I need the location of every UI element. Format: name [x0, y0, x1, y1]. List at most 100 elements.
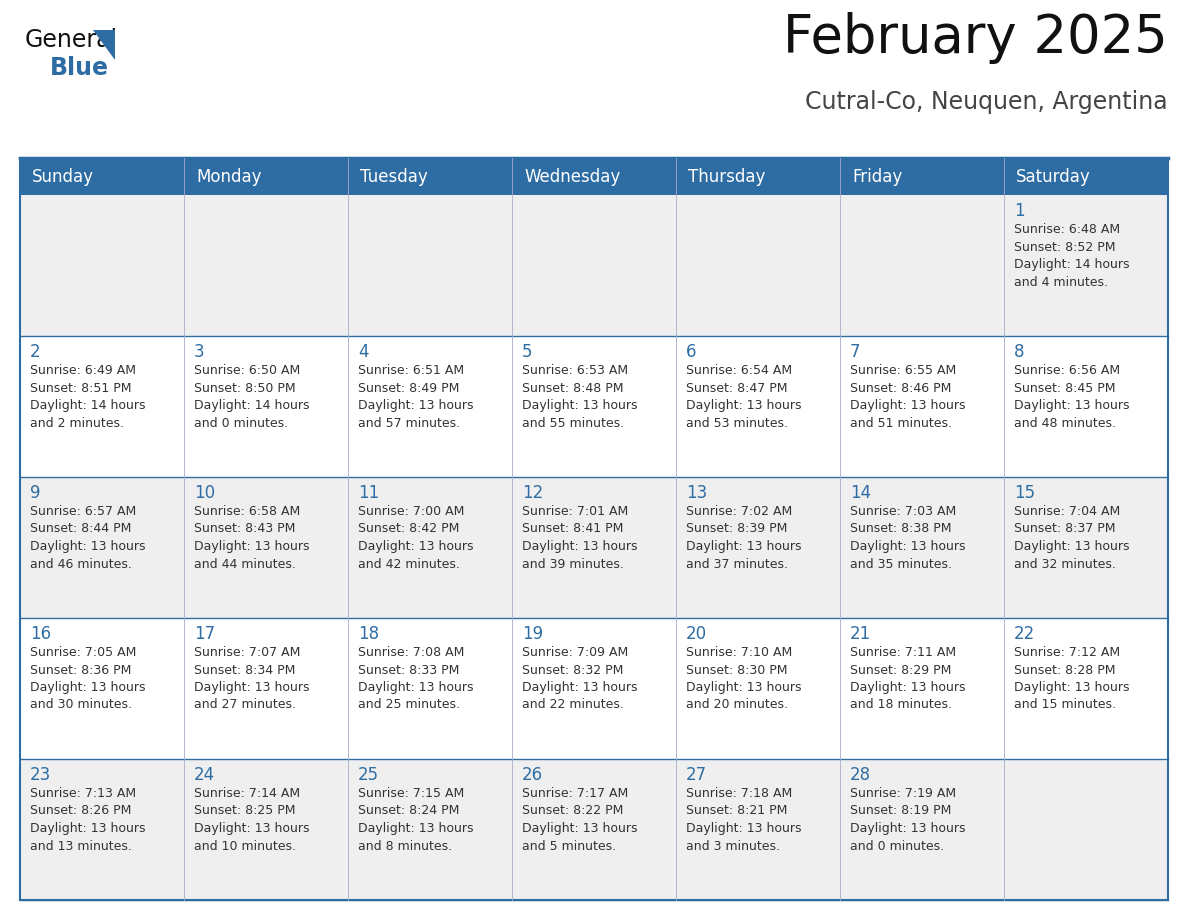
- Bar: [676, 195, 840, 336]
- Text: Sunrise: 7:14 AM
Sunset: 8:25 PM
Daylight: 13 hours
and 10 minutes.: Sunrise: 7:14 AM Sunset: 8:25 PM Dayligh…: [194, 787, 310, 853]
- Bar: [676, 158, 840, 195]
- Text: 20: 20: [685, 625, 707, 643]
- Text: Sunrise: 7:08 AM
Sunset: 8:33 PM
Daylight: 13 hours
and 25 minutes.: Sunrise: 7:08 AM Sunset: 8:33 PM Dayligh…: [358, 646, 474, 711]
- Text: Sunrise: 7:15 AM
Sunset: 8:24 PM
Daylight: 13 hours
and 8 minutes.: Sunrise: 7:15 AM Sunset: 8:24 PM Dayligh…: [358, 787, 474, 853]
- Text: 26: 26: [522, 766, 543, 784]
- Text: 1: 1: [1015, 202, 1024, 220]
- Text: Sunrise: 7:10 AM
Sunset: 8:30 PM
Daylight: 13 hours
and 20 minutes.: Sunrise: 7:10 AM Sunset: 8:30 PM Dayligh…: [685, 646, 802, 711]
- Bar: [840, 618, 1004, 759]
- Text: Sunrise: 7:02 AM
Sunset: 8:39 PM
Daylight: 13 hours
and 37 minutes.: Sunrise: 7:02 AM Sunset: 8:39 PM Dayligh…: [685, 505, 802, 570]
- Bar: [184, 195, 348, 336]
- Bar: [20, 158, 184, 195]
- Text: Sunrise: 7:04 AM
Sunset: 8:37 PM
Daylight: 13 hours
and 32 minutes.: Sunrise: 7:04 AM Sunset: 8:37 PM Dayligh…: [1015, 505, 1130, 570]
- Bar: [840, 158, 1004, 195]
- Text: 5: 5: [522, 343, 532, 361]
- Bar: [348, 336, 512, 477]
- Bar: [20, 477, 184, 618]
- Bar: [184, 618, 348, 759]
- Text: Sunrise: 6:56 AM
Sunset: 8:45 PM
Daylight: 13 hours
and 48 minutes.: Sunrise: 6:56 AM Sunset: 8:45 PM Dayligh…: [1015, 364, 1130, 430]
- Text: Sunrise: 6:54 AM
Sunset: 8:47 PM
Daylight: 13 hours
and 53 minutes.: Sunrise: 6:54 AM Sunset: 8:47 PM Dayligh…: [685, 364, 802, 430]
- Bar: [1004, 759, 1168, 900]
- Text: Sunrise: 7:12 AM
Sunset: 8:28 PM
Daylight: 13 hours
and 15 minutes.: Sunrise: 7:12 AM Sunset: 8:28 PM Dayligh…: [1015, 646, 1130, 711]
- Bar: [1004, 618, 1168, 759]
- Bar: [840, 759, 1004, 900]
- Text: Saturday: Saturday: [1016, 167, 1091, 185]
- Bar: [840, 195, 1004, 336]
- Text: Sunrise: 7:18 AM
Sunset: 8:21 PM
Daylight: 13 hours
and 3 minutes.: Sunrise: 7:18 AM Sunset: 8:21 PM Dayligh…: [685, 787, 802, 853]
- Text: 4: 4: [358, 343, 368, 361]
- Bar: [676, 336, 840, 477]
- Text: 18: 18: [358, 625, 379, 643]
- Bar: [1004, 336, 1168, 477]
- Bar: [20, 336, 184, 477]
- Text: 8: 8: [1015, 343, 1024, 361]
- Bar: [512, 195, 676, 336]
- Text: Sunrise: 7:13 AM
Sunset: 8:26 PM
Daylight: 13 hours
and 13 minutes.: Sunrise: 7:13 AM Sunset: 8:26 PM Dayligh…: [30, 787, 145, 853]
- Text: Sunrise: 7:17 AM
Sunset: 8:22 PM
Daylight: 13 hours
and 5 minutes.: Sunrise: 7:17 AM Sunset: 8:22 PM Dayligh…: [522, 787, 638, 853]
- Bar: [840, 336, 1004, 477]
- Text: Sunrise: 6:50 AM
Sunset: 8:50 PM
Daylight: 14 hours
and 0 minutes.: Sunrise: 6:50 AM Sunset: 8:50 PM Dayligh…: [194, 364, 310, 430]
- Text: Sunrise: 7:07 AM
Sunset: 8:34 PM
Daylight: 13 hours
and 27 minutes.: Sunrise: 7:07 AM Sunset: 8:34 PM Dayligh…: [194, 646, 310, 711]
- Bar: [1004, 477, 1168, 618]
- Text: 16: 16: [30, 625, 51, 643]
- Text: Friday: Friday: [852, 167, 902, 185]
- Text: Cutral-Co, Neuquen, Argentina: Cutral-Co, Neuquen, Argentina: [805, 90, 1168, 114]
- Bar: [676, 618, 840, 759]
- Text: 17: 17: [194, 625, 215, 643]
- Bar: [840, 477, 1004, 618]
- Text: Sunrise: 7:19 AM
Sunset: 8:19 PM
Daylight: 13 hours
and 0 minutes.: Sunrise: 7:19 AM Sunset: 8:19 PM Dayligh…: [849, 787, 966, 853]
- Text: 2: 2: [30, 343, 40, 361]
- Text: Sunrise: 7:00 AM
Sunset: 8:42 PM
Daylight: 13 hours
and 42 minutes.: Sunrise: 7:00 AM Sunset: 8:42 PM Dayligh…: [358, 505, 474, 570]
- Text: Thursday: Thursday: [688, 167, 765, 185]
- Text: 21: 21: [849, 625, 871, 643]
- Text: Sunrise: 6:57 AM
Sunset: 8:44 PM
Daylight: 13 hours
and 46 minutes.: Sunrise: 6:57 AM Sunset: 8:44 PM Dayligh…: [30, 505, 145, 570]
- Text: Sunrise: 6:48 AM
Sunset: 8:52 PM
Daylight: 14 hours
and 4 minutes.: Sunrise: 6:48 AM Sunset: 8:52 PM Dayligh…: [1015, 223, 1130, 288]
- Bar: [184, 336, 348, 477]
- Text: General: General: [25, 28, 118, 52]
- Text: 6: 6: [685, 343, 696, 361]
- Text: February 2025: February 2025: [783, 12, 1168, 64]
- Text: Monday: Monday: [196, 167, 261, 185]
- Bar: [348, 195, 512, 336]
- Bar: [512, 158, 676, 195]
- Text: Sunrise: 6:49 AM
Sunset: 8:51 PM
Daylight: 14 hours
and 2 minutes.: Sunrise: 6:49 AM Sunset: 8:51 PM Dayligh…: [30, 364, 145, 430]
- Text: 23: 23: [30, 766, 51, 784]
- Text: 27: 27: [685, 766, 707, 784]
- Text: 24: 24: [194, 766, 215, 784]
- Bar: [348, 477, 512, 618]
- Bar: [348, 158, 512, 195]
- Text: Sunrise: 6:58 AM
Sunset: 8:43 PM
Daylight: 13 hours
and 44 minutes.: Sunrise: 6:58 AM Sunset: 8:43 PM Dayligh…: [194, 505, 310, 570]
- Text: Wednesday: Wednesday: [524, 167, 620, 185]
- Text: Sunrise: 7:05 AM
Sunset: 8:36 PM
Daylight: 13 hours
and 30 minutes.: Sunrise: 7:05 AM Sunset: 8:36 PM Dayligh…: [30, 646, 145, 711]
- Text: 9: 9: [30, 484, 40, 502]
- Bar: [20, 195, 184, 336]
- Text: 10: 10: [194, 484, 215, 502]
- Bar: [512, 759, 676, 900]
- Text: Sunday: Sunday: [32, 167, 94, 185]
- Bar: [512, 618, 676, 759]
- Text: 14: 14: [849, 484, 871, 502]
- Text: 22: 22: [1015, 625, 1035, 643]
- Text: 3: 3: [194, 343, 204, 361]
- Polygon shape: [94, 30, 115, 60]
- Bar: [20, 759, 184, 900]
- Bar: [512, 477, 676, 618]
- Text: Sunrise: 6:53 AM
Sunset: 8:48 PM
Daylight: 13 hours
and 55 minutes.: Sunrise: 6:53 AM Sunset: 8:48 PM Dayligh…: [522, 364, 638, 430]
- Text: Sunrise: 7:01 AM
Sunset: 8:41 PM
Daylight: 13 hours
and 39 minutes.: Sunrise: 7:01 AM Sunset: 8:41 PM Dayligh…: [522, 505, 638, 570]
- Bar: [676, 759, 840, 900]
- Text: Sunrise: 6:51 AM
Sunset: 8:49 PM
Daylight: 13 hours
and 57 minutes.: Sunrise: 6:51 AM Sunset: 8:49 PM Dayligh…: [358, 364, 474, 430]
- Bar: [1004, 158, 1168, 195]
- Bar: [676, 477, 840, 618]
- Text: 12: 12: [522, 484, 543, 502]
- Text: 28: 28: [849, 766, 871, 784]
- Text: 25: 25: [358, 766, 379, 784]
- Bar: [512, 336, 676, 477]
- Bar: [1004, 195, 1168, 336]
- Text: 19: 19: [522, 625, 543, 643]
- Bar: [184, 759, 348, 900]
- Bar: [348, 759, 512, 900]
- Bar: [184, 158, 348, 195]
- Text: 13: 13: [685, 484, 707, 502]
- Text: Sunrise: 6:55 AM
Sunset: 8:46 PM
Daylight: 13 hours
and 51 minutes.: Sunrise: 6:55 AM Sunset: 8:46 PM Dayligh…: [849, 364, 966, 430]
- Text: 7: 7: [849, 343, 860, 361]
